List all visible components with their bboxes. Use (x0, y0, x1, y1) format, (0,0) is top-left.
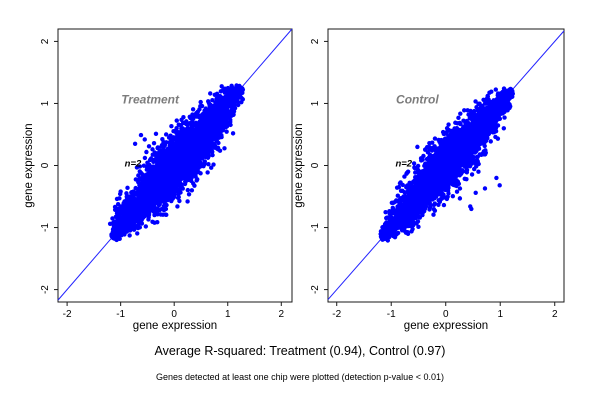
x-tick-label: 0 (443, 309, 449, 320)
control-scatter-points (378, 86, 515, 243)
y-tick-label: -1 (40, 223, 51, 232)
x-tick-label: -2 (63, 309, 72, 320)
x-tick-label: -2 (332, 309, 341, 320)
y-tick-label: 1 (40, 100, 51, 106)
panel-treatment: -2 -1 0 1 2 -2 -1 0 1 2 Treatment n=2 gene expres… (23, 28, 293, 332)
x-tick-label: 0 (171, 309, 177, 320)
y-tick-label: 0 (40, 162, 51, 168)
y-tick-label: -1 (310, 223, 321, 232)
treatment-axes: -2 -1 0 1 2 -2 -1 0 1 2 (40, 28, 293, 320)
treatment-scatter-points (107, 83, 246, 243)
control-yaxis-label: gene expression (293, 123, 305, 207)
caption-r-squared: Average R-squared: Treatment (0.94), Con… (154, 344, 446, 358)
control-panel-title: Control (396, 92, 439, 106)
control-xaxis-label: gene expression (404, 320, 488, 332)
y-tick-label: -2 (40, 285, 51, 294)
x-tick-label: 1 (225, 309, 231, 320)
x-tick-label: -1 (387, 309, 396, 320)
treatment-panel-title: Treatment (121, 92, 180, 106)
y-tick-label: 0 (310, 162, 321, 168)
y-tick-label: -2 (310, 285, 321, 294)
y-tick-label: 2 (310, 38, 321, 44)
x-tick-label: 2 (279, 309, 285, 320)
x-tick-label: 1 (497, 309, 503, 320)
treatment-yaxis-label: gene expression (23, 123, 35, 207)
treatment-n-annotation: n=2 (125, 159, 142, 170)
control-n-annotation: n=2 (395, 159, 412, 170)
y-tick-label: 1 (310, 100, 321, 106)
x-tick-label: 2 (552, 309, 558, 320)
x-tick-label: -1 (116, 309, 125, 320)
treatment-xaxis-label: gene expression (133, 320, 217, 332)
y-tick-label: 2 (40, 38, 51, 44)
caption-detection-note: Genes detected at least one chip were pl… (156, 372, 444, 382)
panel-control: -2 -1 0 1 2 -2 -1 0 1 2 Control n=2 gene expressi… (293, 28, 565, 332)
control-axes: -2 -1 0 1 2 -2 -1 0 1 2 (310, 28, 565, 320)
